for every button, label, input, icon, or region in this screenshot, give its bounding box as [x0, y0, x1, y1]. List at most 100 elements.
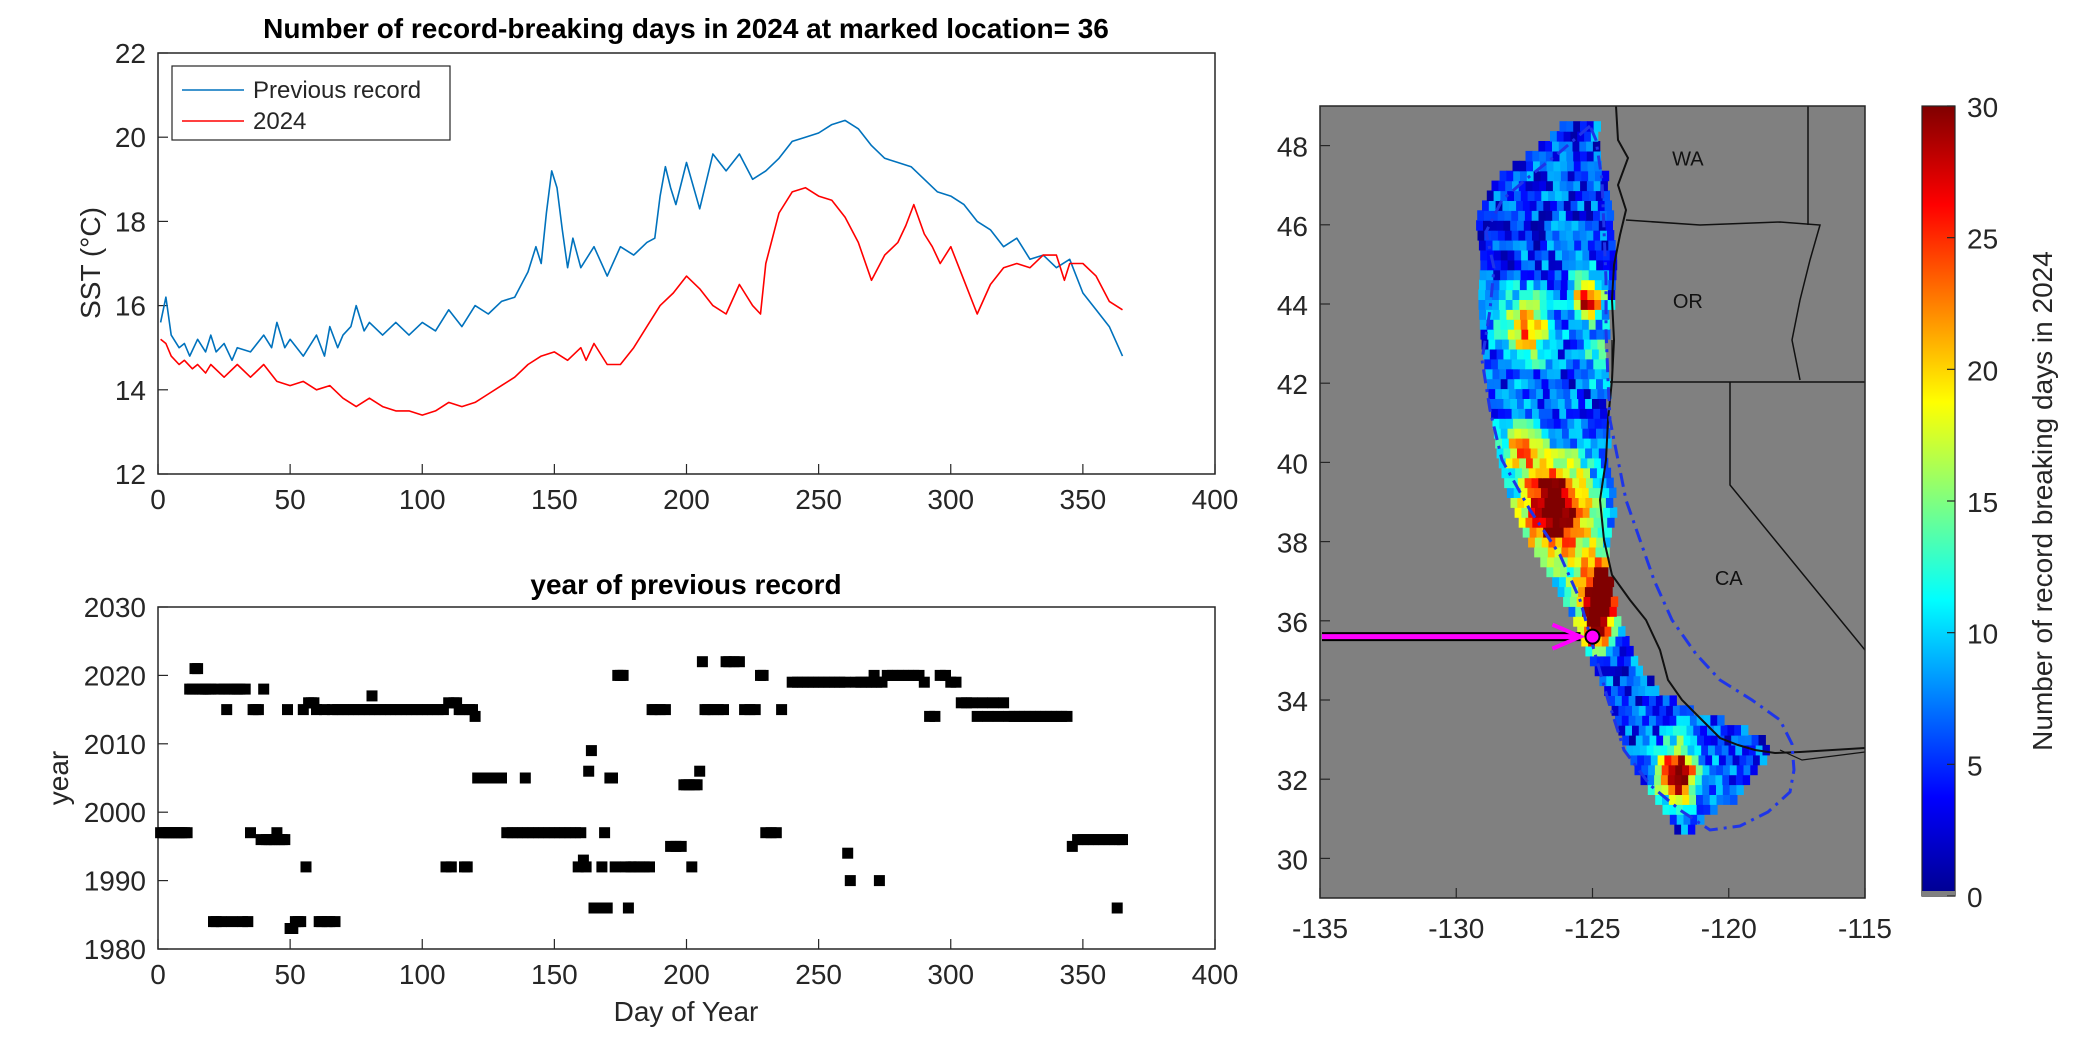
- x-tick-label: 200: [663, 484, 710, 515]
- heatmap-cell: [1538, 358, 1547, 370]
- record-year-point: [757, 669, 769, 681]
- heatmap-cell: [1584, 131, 1592, 142]
- heatmap-cell: [1538, 230, 1547, 241]
- heatmap-cell: [1568, 378, 1577, 390]
- heatmap-cell: [1483, 348, 1491, 360]
- heatmap-cell: [1662, 695, 1671, 706]
- heatmap-cell: [1572, 408, 1581, 419]
- heatmap-cell: [1539, 289, 1547, 300]
- heatmap-cell: [1503, 398, 1511, 409]
- heatmap-cell: [1564, 348, 1573, 360]
- heatmap-cell: [1621, 665, 1630, 677]
- heatmap-cell: [1732, 754, 1740, 766]
- heatmap-cell: [1581, 636, 1589, 647]
- heatmap-cell: [1544, 497, 1552, 508]
- heatmap-cell: [1587, 289, 1595, 300]
- heatmap-cell: [1645, 705, 1653, 716]
- heatmap-cell: [1517, 348, 1525, 360]
- sst-chart-title: Number of record-breaking days in 2024 a…: [263, 13, 1109, 44]
- heatmap-cell: [1642, 695, 1650, 706]
- heatmap-cell: [1571, 348, 1579, 360]
- heatmap-cell: [1603, 507, 1611, 518]
- heatmap-cell: [1597, 527, 1606, 538]
- heatmap-cell: [1559, 517, 1567, 528]
- record-year-point: [242, 916, 254, 928]
- y-tick-label: 2020: [84, 660, 146, 691]
- heatmap-cell: [1552, 141, 1560, 152]
- heatmap-cell: [1544, 398, 1552, 409]
- lon-tick-label: -135: [1292, 913, 1348, 944]
- x-tick-label: 350: [1060, 484, 1107, 515]
- heatmap-cell: [1553, 240, 1562, 251]
- heatmap-cell: [1696, 794, 1704, 805]
- heatmap-cell: [1552, 210, 1560, 221]
- heatmap-cell: [1751, 735, 1759, 746]
- heatmap-cell: [1583, 438, 1592, 449]
- sst-x-ticks: 0 50 100 150 200 250 300 350 400: [150, 464, 1238, 515]
- heatmap-cell: [1530, 497, 1539, 508]
- record-year-point: [461, 861, 473, 873]
- heatmap-cell: [1495, 438, 1503, 449]
- record-year-x-ticks: 0 50 100 150 200 250 300 350 400: [150, 939, 1238, 990]
- heatmap-cell: [1568, 249, 1577, 261]
- heatmap-cell: [1506, 279, 1514, 291]
- heatmap-cell: [1548, 378, 1556, 390]
- heatmap-cell: [1618, 705, 1626, 716]
- heatmap-cell: [1556, 339, 1564, 350]
- heatmap-cell: [1560, 240, 1568, 251]
- record-year-point: [918, 676, 930, 688]
- heatmap-cell: [1604, 200, 1612, 211]
- heatmap-cell: [1575, 319, 1583, 330]
- heatmap-cell: [1586, 230, 1594, 241]
- coastline: [1598, 106, 1865, 755]
- heatmap-cell: [1615, 715, 1623, 726]
- heatmap-cell: [1660, 774, 1669, 786]
- heatmap-cell: [1647, 774, 1655, 786]
- heatmap-cell: [1525, 358, 1533, 370]
- x-tick-label: 400: [1192, 959, 1239, 990]
- heatmap-cell: [1717, 715, 1725, 726]
- heatmap-cell: [1674, 744, 1682, 756]
- record-year-panel: year of previous record Day of Year year…: [43, 569, 1238, 1027]
- heatmap-cell: [1588, 487, 1597, 498]
- heatmap-cell: [1688, 784, 1697, 795]
- heatmap-cell: [1554, 319, 1563, 330]
- heatmap-cell: [1547, 240, 1555, 251]
- colorbar-tick-label: 5: [1967, 750, 1983, 781]
- heatmap-cell: [1477, 230, 1485, 241]
- heatmap-cell: [1595, 606, 1604, 617]
- heatmap-cell: [1533, 170, 1541, 182]
- heatmap-cell: [1604, 626, 1612, 637]
- heatmap-cell: [1559, 408, 1567, 419]
- heatmap-cell: [1542, 467, 1550, 479]
- heatmap-cell: [1579, 141, 1587, 152]
- heatmap-cell: [1549, 467, 1557, 479]
- border-ca-mexico: [1779, 749, 1865, 761]
- heatmap-cell: [1491, 289, 1500, 300]
- heatmap-cell: [1530, 398, 1538, 409]
- heatmap-cell: [1500, 428, 1509, 439]
- heatmap-cell: [1710, 715, 1718, 726]
- heatmap-cell: [1572, 477, 1580, 489]
- heatmap-cell: [1565, 576, 1574, 588]
- heatmap-cell: [1681, 824, 1689, 835]
- heatmap-cell: [1559, 576, 1567, 588]
- heatmap-cell: [1600, 358, 1608, 370]
- heatmap-cell: [1722, 784, 1731, 795]
- heatmap-cell: [1743, 764, 1751, 776]
- heatmap-cell: [1602, 190, 1610, 201]
- heatmap-cell: [1569, 329, 1577, 340]
- heatmap-cell: [1631, 685, 1639, 696]
- heatmap-cell: [1514, 378, 1522, 390]
- lon-tick-label: -125: [1564, 913, 1620, 944]
- heatmap-cell: [1569, 596, 1578, 607]
- heatmap-cell: [1652, 725, 1660, 736]
- heatmap-cell: [1550, 131, 1558, 142]
- heatmap-cell: [1548, 537, 1556, 548]
- heatmap-cell: [1635, 695, 1643, 706]
- heatmap-cell: [1555, 507, 1563, 518]
- heatmap-cell: [1568, 259, 1577, 271]
- heatmap-cell: [1533, 160, 1541, 172]
- heatmap-cell: [1500, 329, 1509, 340]
- heatmap-cell: [1585, 220, 1593, 231]
